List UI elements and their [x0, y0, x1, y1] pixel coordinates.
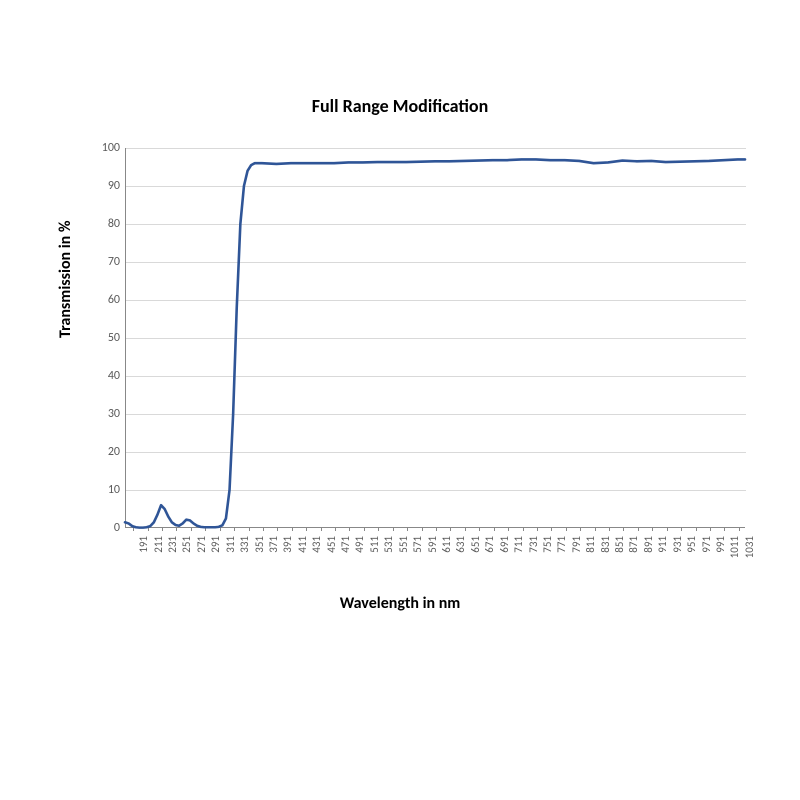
chart-container: { "chart": { "type": "line", "title": "F… — [0, 0, 800, 800]
x-tick-label: 271 — [195, 536, 208, 576]
x-tick-label: 311 — [224, 536, 237, 576]
x-axis-label: Wavelength in nm — [0, 594, 800, 613]
x-tick-label: 811 — [584, 536, 597, 576]
x-tick-label: 871 — [627, 536, 640, 576]
x-tick-label: 791 — [570, 536, 583, 576]
x-tick-label: 431 — [310, 536, 323, 576]
x-tick-label: 631 — [454, 536, 467, 576]
x-tick-label: 351 — [253, 536, 266, 576]
y-tick-label: 90 — [90, 179, 120, 193]
x-tick-label: 491 — [353, 536, 366, 576]
y-tick-label: 10 — [90, 483, 120, 497]
y-tick-label: 70 — [90, 255, 120, 269]
transmission-line — [125, 159, 745, 527]
x-tick-label: 291 — [209, 536, 222, 576]
x-tick-label: 231 — [166, 536, 179, 576]
x-tick-label: 691 — [498, 536, 511, 576]
x-tick-label: 671 — [483, 536, 496, 576]
y-tick-label: 60 — [90, 293, 120, 307]
x-tick-label: 651 — [469, 536, 482, 576]
x-tick-label: 931 — [671, 536, 684, 576]
x-tick-label: 731 — [527, 536, 540, 576]
x-tick-label: 971 — [700, 536, 713, 576]
y-tick-label: 80 — [90, 217, 120, 231]
x-tick-label: 891 — [642, 536, 655, 576]
y-tick-label: 100 — [90, 141, 120, 155]
x-tick-label: 451 — [325, 536, 338, 576]
y-tick-label: 50 — [90, 331, 120, 345]
x-tick-label: 831 — [599, 536, 612, 576]
x-tick-label: 331 — [238, 536, 251, 576]
x-tick-label: 211 — [152, 536, 165, 576]
plot-area: 0102030405060708090100191211231251271291… — [125, 148, 745, 528]
y-tick-label: 0 — [90, 521, 120, 535]
x-tick-label: 411 — [296, 536, 309, 576]
x-tick-label: 571 — [411, 536, 424, 576]
y-tick-label: 30 — [90, 407, 120, 421]
x-tick-label: 851 — [613, 536, 626, 576]
x-tick-label: 391 — [281, 536, 294, 576]
x-tick-label: 911 — [656, 536, 669, 576]
chart-title: Full Range Modification — [0, 95, 800, 117]
x-tick-label: 251 — [180, 536, 193, 576]
x-tick-label: 771 — [555, 536, 568, 576]
x-tick-label: 1011 — [728, 536, 741, 576]
x-tick-label: 551 — [397, 536, 410, 576]
x-tick-label: 1031 — [743, 536, 756, 576]
x-tick-label: 711 — [512, 536, 525, 576]
x-tick-label: 991 — [714, 536, 727, 576]
x-tick-label: 591 — [426, 536, 439, 576]
x-tick-label: 751 — [541, 536, 554, 576]
x-tick-label: 611 — [440, 536, 453, 576]
x-tick-label: 951 — [685, 536, 698, 576]
x-tick-label: 191 — [137, 536, 150, 576]
y-axis-label: Transmission in % — [56, 220, 75, 338]
y-tick-label: 40 — [90, 369, 120, 383]
y-tick-label: 20 — [90, 445, 120, 459]
x-tick-label: 471 — [339, 536, 352, 576]
x-tick-label: 371 — [267, 536, 280, 576]
x-tick-label: 531 — [382, 536, 395, 576]
x-tick-label: 511 — [368, 536, 381, 576]
line-series — [125, 148, 745, 528]
